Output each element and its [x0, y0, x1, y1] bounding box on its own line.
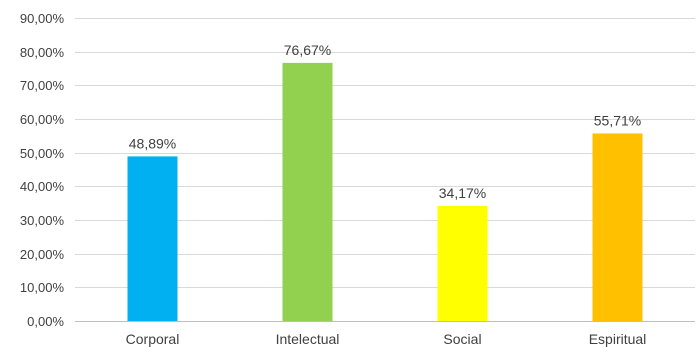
data-label-corporal: 48,89%	[129, 135, 176, 151]
y-tick-label: 50,00%	[20, 146, 65, 161]
category-label-corporal: Corporal	[126, 331, 180, 347]
bar-intelectual	[282, 62, 333, 322]
data-label-social: 34,17%	[439, 185, 486, 201]
bar-social	[437, 205, 488, 321]
data-labels: 48,89% 76,67% 34,17% 55,71%	[129, 42, 641, 201]
category-label-social: Social	[443, 331, 481, 347]
y-tick-label: 40,00%	[20, 179, 65, 194]
bars	[127, 62, 643, 322]
category-label-espiritual: Espiritual	[589, 331, 647, 347]
y-tick-label: 80,00%	[20, 45, 65, 60]
y-axis-tick-labels: 0,00% 10,00% 20,00% 30,00% 40,00% 50,00% 60,00…	[20, 11, 65, 329]
data-label-espiritual: 55,71%	[594, 112, 641, 128]
category-label-intelectual: Intelectual	[276, 331, 340, 347]
y-tick-label: 10,00%	[20, 280, 65, 295]
bar-espiritual	[592, 133, 643, 321]
y-tick-label: 0,00%	[27, 314, 64, 329]
y-tick-label: 60,00%	[20, 112, 65, 127]
y-tick-label: 90,00%	[20, 11, 65, 26]
y-tick-label: 20,00%	[20, 247, 65, 262]
bar-corporal	[127, 156, 178, 321]
gridlines	[75, 18, 695, 322]
y-tick-label: 70,00%	[20, 78, 65, 93]
x-axis-category-labels: Corporal Intelectual Social Espiritual	[126, 331, 647, 347]
data-label-intelectual: 76,67%	[284, 42, 331, 58]
y-tick-label: 30,00%	[20, 213, 65, 228]
